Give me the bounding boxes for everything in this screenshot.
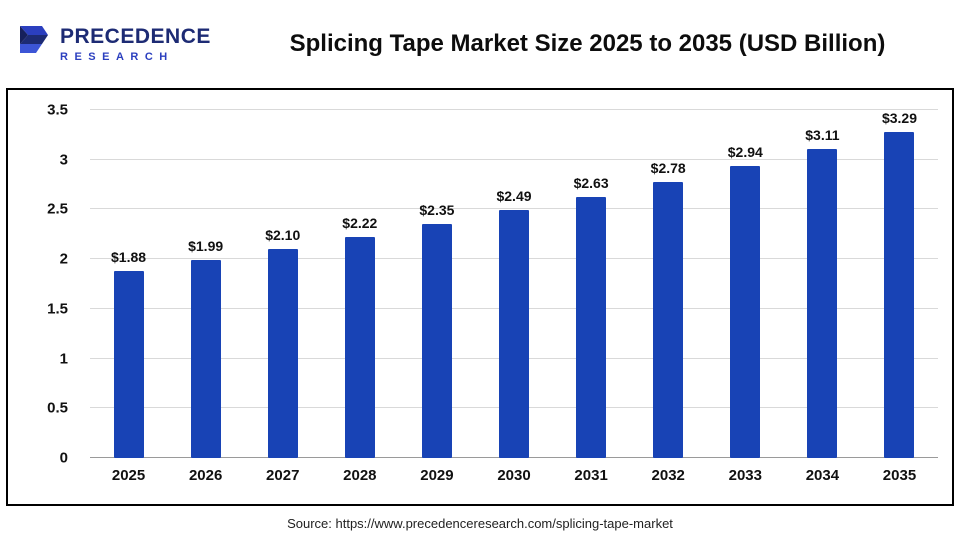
y-tick-label: 3: [59, 151, 68, 169]
bars-container: $1.88 $1.99 $2.10 $2.22 $2.35 $2.49 $2.63 $2.78…: [90, 110, 938, 458]
gridline: [90, 208, 938, 210]
y-tick-label: 2.5: [47, 200, 68, 218]
y-tick-label: 2: [59, 250, 68, 268]
bar-value-label: $2.78: [650, 159, 686, 176]
bar-value-label: $2.63: [573, 174, 609, 191]
y-tick-label: 1: [59, 350, 68, 368]
x-axis-labels: 2025 2026 2027 2028 2029 2030 2031 2032 2033 2034…: [90, 458, 938, 492]
bar-value-label: $3.11: [805, 126, 840, 143]
bar: [807, 148, 838, 458]
gridline: [90, 158, 938, 160]
plot-area: $1.88 $1.99 $2.10 $2.22 $2.35 $2.49 $2.63 $2.78…: [90, 109, 938, 458]
bar-column: $3.29: [861, 110, 938, 458]
y-tick-label: 0: [59, 449, 68, 467]
x-tick-label: 2027: [266, 466, 300, 484]
bar-column: $3.11: [784, 110, 861, 458]
bar: [576, 196, 607, 458]
bar-column: $1.99: [167, 110, 244, 458]
x-tick-label: 2034: [805, 466, 840, 484]
logo-text: PRECEDENCE RESEARCH: [60, 25, 211, 63]
bar: [190, 260, 221, 458]
bar-column: $2.22: [321, 110, 398, 458]
precedence-logo-icon: [20, 26, 48, 53]
bar: [344, 237, 375, 458]
bar: [267, 249, 298, 458]
y-axis: 0 0.5 1 1.5 2 2.5 3 3.5: [18, 102, 76, 467]
bar-column: $2.10: [244, 110, 321, 458]
y-tick-label: 0.5: [47, 399, 68, 417]
bar-value-label: $1.88: [111, 249, 147, 266]
bar-column: $2.35: [398, 110, 475, 458]
x-tick-label: 2031: [574, 466, 608, 484]
bar-value-label: $2.49: [496, 188, 532, 205]
source-text: Source: https://www.precedenceresearch.c…: [287, 515, 673, 531]
logo-line1: PRECEDENCE: [60, 25, 211, 48]
bar-value-label: $2.35: [419, 202, 455, 219]
bar-column: $1.88: [90, 110, 167, 458]
bar-column: $2.49: [475, 110, 552, 458]
x-tick-label: 2029: [420, 466, 454, 484]
bar-value-label: $2.22: [342, 215, 378, 232]
x-tick-label: 2032: [651, 466, 685, 484]
y-tick-label: 1.5: [47, 300, 68, 318]
y-tick-label: 3.5: [47, 101, 68, 119]
bar-value-label: $1.99: [188, 238, 224, 255]
bar: [730, 165, 761, 458]
bar-value-label: $2.94: [727, 143, 763, 160]
x-tick-label: 2028: [343, 466, 377, 484]
bar-column: $2.63: [553, 110, 630, 458]
precedence-research-logo: PRECEDENCE RESEARCH: [18, 24, 243, 64]
x-tick-label: 2033: [728, 466, 762, 484]
logo-line2: RESEARCH: [60, 51, 174, 63]
bar: [113, 271, 144, 458]
bar: [421, 224, 452, 458]
footer: Source: https://www.precedenceresearch.c…: [0, 506, 960, 540]
x-tick-label: 2025: [111, 466, 146, 484]
x-tick-label: 2030: [497, 466, 531, 484]
gridline: [90, 109, 938, 110]
x-tick-label: 2035: [882, 466, 917, 484]
bar-column: $2.94: [707, 110, 784, 458]
bar-value-label: $3.29: [881, 110, 917, 126]
bar: [499, 210, 530, 458]
bar: [653, 181, 684, 458]
chart-title: Splicing Tape Market Size 2025 to 2035 (…: [289, 30, 886, 57]
x-tick-label: 2026: [188, 466, 223, 484]
bar: [884, 132, 915, 458]
bar-column: $2.78: [630, 110, 707, 458]
bar-value-label: $2.10: [265, 227, 301, 244]
title-wrap: Splicing Tape Market Size 2025 to 2035 (…: [243, 30, 942, 58]
header: PRECEDENCE RESEARCH Splicing Tape Market…: [0, 0, 960, 88]
chart-box: 0 0.5 1 1.5 2 2.5 3 3.5 $1.88 $1.99 $2.10 $2.22 $2.…: [6, 88, 954, 506]
